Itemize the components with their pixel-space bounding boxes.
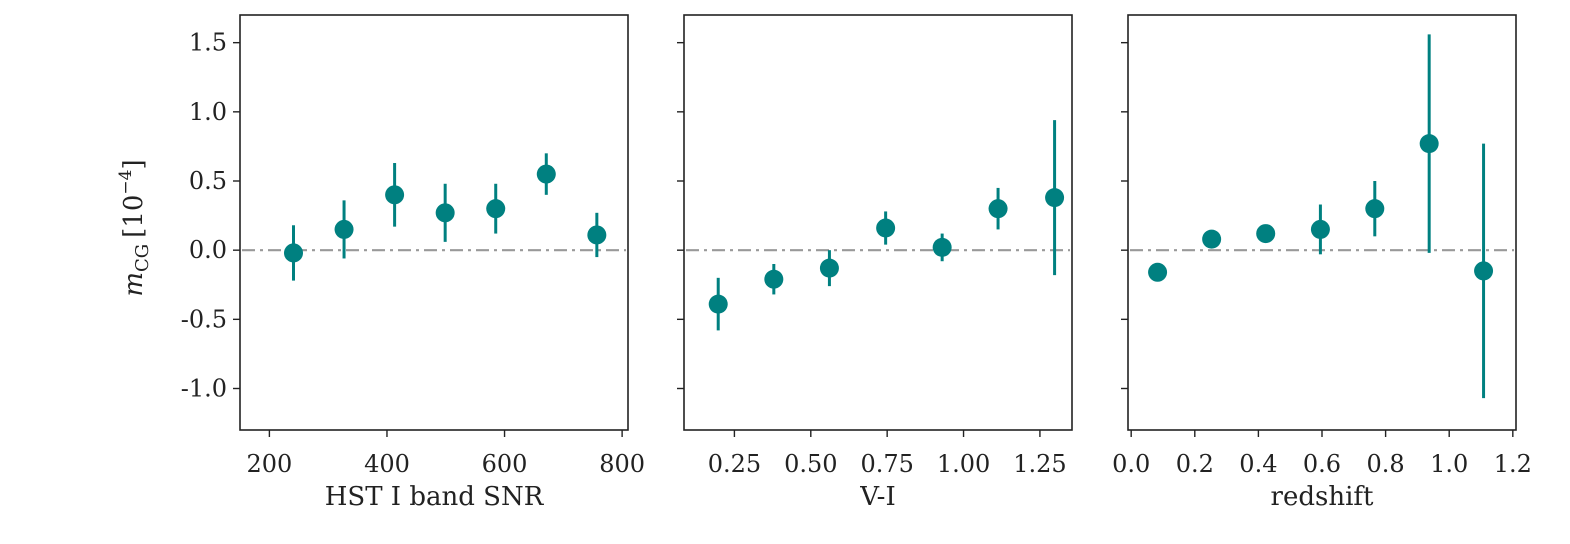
x-axis-label: redshift — [1271, 482, 1374, 512]
x-tick-label: 0.6 — [1303, 450, 1341, 478]
data-point — [1474, 261, 1494, 281]
data-point — [1310, 219, 1330, 239]
redshift-panel: 0.0 0.2 0.4 0.6 0.8 1.0 1.2 redshift — [1112, 14, 1532, 512]
data-point — [876, 218, 896, 238]
x-tick-label: 0.2 — [1176, 450, 1214, 478]
axes-frame — [1127, 14, 1517, 431]
data-point — [1256, 224, 1276, 244]
data-point — [1365, 199, 1385, 219]
x-tick-label: 1.2 — [1494, 450, 1532, 478]
data-point — [988, 199, 1008, 219]
y-tick-label: -1.0 — [181, 375, 227, 403]
data-point — [587, 225, 607, 245]
y-tick-label: 1.5 — [189, 29, 227, 57]
data-point — [283, 243, 303, 263]
data-point — [435, 203, 455, 223]
x-tick-label: 400 — [364, 450, 410, 478]
data-point — [536, 164, 556, 184]
x-tick-label: 1.25 — [1013, 450, 1066, 478]
data-point — [1045, 188, 1065, 208]
data-point — [1419, 134, 1439, 154]
x-tick-label: 0.25 — [708, 450, 761, 478]
data-point — [486, 199, 506, 219]
x-axis-label: HST I band SNR — [325, 482, 545, 512]
y-tick-label: -0.5 — [181, 305, 227, 333]
axes-frame — [683, 14, 1073, 431]
x-tick-label: 200 — [246, 450, 292, 478]
y-tick-label: 0.0 — [189, 236, 227, 264]
data-point — [334, 219, 354, 239]
x-tick-label: 600 — [482, 450, 528, 478]
snr-panel: -1.0 -0.5 0.0 0.5 1.0 1.5 200 400 600 800 HST I ba… — [181, 14, 645, 512]
data-point — [385, 185, 405, 205]
x-tick-label: 0.75 — [860, 450, 913, 478]
x-tick-label: 800 — [599, 450, 645, 478]
data-point — [932, 237, 952, 257]
x-tick-label: 1.0 — [1430, 450, 1468, 478]
color-panel: 0.25 0.50 0.75 1.00 1.25 V-I — [677, 14, 1073, 512]
data-point — [1148, 262, 1168, 282]
axes-frame — [239, 14, 629, 431]
x-tick-label: 0.8 — [1367, 450, 1405, 478]
x-axis-label: V-I — [859, 482, 895, 512]
data-point — [708, 294, 728, 314]
data-point — [819, 258, 839, 278]
y-axis-label: mCG[10−4] — [116, 159, 153, 296]
y-tick-label: 1.0 — [189, 98, 227, 126]
y-tick-label: 0.5 — [189, 167, 227, 195]
x-tick-label: 0.50 — [784, 450, 837, 478]
data-point — [764, 269, 784, 289]
data-point — [1202, 229, 1222, 249]
x-tick-label: 0.0 — [1112, 450, 1150, 478]
x-tick-label: 1.00 — [937, 450, 990, 478]
x-tick-label: 0.4 — [1239, 450, 1277, 478]
